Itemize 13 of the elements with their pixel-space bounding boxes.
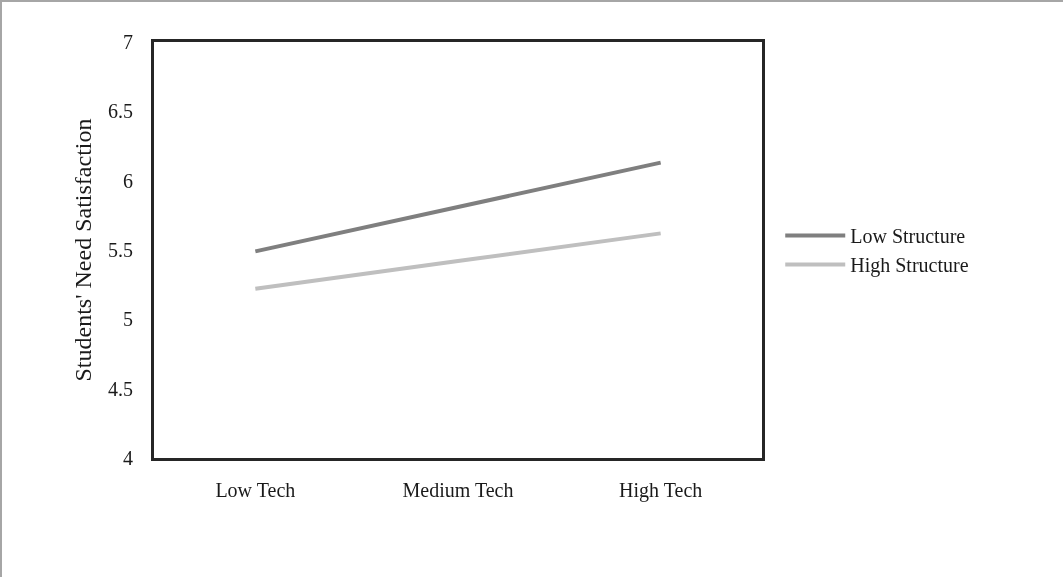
x-tick-label: Medium Tech bbox=[402, 479, 514, 501]
y-tick-label: 6 bbox=[123, 169, 133, 192]
y-tick-label: 7 bbox=[123, 31, 133, 53]
legend-label: High Structure bbox=[850, 254, 969, 278]
x-tick-label: High Tech bbox=[619, 479, 703, 502]
y-tick-label: 5 bbox=[123, 308, 133, 331]
x-tick-label: Low Tech bbox=[215, 479, 296, 501]
y-tick-label: 5.5 bbox=[108, 239, 133, 261]
y-tick-label: 4 bbox=[123, 447, 133, 469]
y-axis-title: Students' Need Satisfaction bbox=[70, 118, 97, 382]
y-tick-label: 4.5 bbox=[108, 377, 133, 400]
legend-label: Low Structure bbox=[850, 225, 966, 248]
y-tick-label: 6.5 bbox=[108, 100, 133, 123]
